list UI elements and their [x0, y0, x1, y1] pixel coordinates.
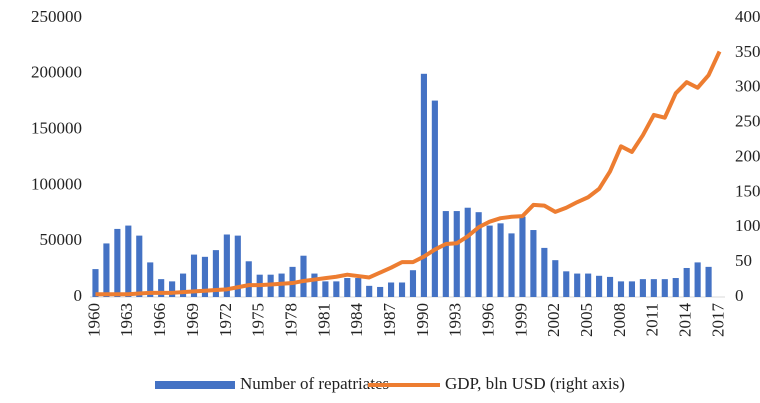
bar: [366, 285, 373, 297]
legend-label: Number of repatriates: [240, 374, 389, 393]
x-tick-label: 1996: [479, 303, 498, 337]
bar: [650, 279, 657, 297]
bar: [245, 261, 252, 297]
x-tick-label: 2005: [577, 303, 596, 337]
bar: [355, 278, 362, 297]
bar: [190, 254, 198, 297]
y-tick-label: 150000: [31, 119, 82, 138]
bar: [672, 278, 679, 297]
bar: [344, 278, 351, 297]
y2-tick-label: 0: [735, 286, 744, 305]
x-tick-label: 2014: [676, 303, 695, 338]
y2-tick-label: 400: [735, 7, 760, 26]
bar: [333, 281, 340, 297]
bar: [136, 235, 143, 297]
y2-tick-label: 250: [735, 112, 760, 131]
bar: [585, 273, 592, 297]
x-tick-label: 1972: [216, 303, 235, 337]
x-tick-label: 1999: [511, 303, 530, 337]
bar: [311, 273, 318, 297]
bar: [377, 286, 384, 297]
bar: [442, 211, 449, 297]
bar: [552, 260, 559, 297]
bar: [300, 255, 307, 297]
x-tick-label: 1966: [150, 303, 169, 337]
bar: [497, 223, 504, 297]
bar: [508, 233, 515, 297]
bar: [639, 279, 646, 297]
x-tick-label: 2008: [610, 303, 629, 337]
x-tick-label: 1981: [314, 303, 333, 337]
x-tick-label: 1993: [446, 303, 465, 337]
bar: [169, 281, 176, 297]
bar: [464, 207, 471, 297]
bar: [322, 281, 329, 297]
y2-tick-label: 350: [735, 42, 760, 61]
bar: [388, 282, 395, 297]
x-tick-label: 1969: [183, 303, 202, 337]
bar: [453, 211, 460, 297]
bar: [398, 282, 406, 297]
y2-tick-label: 200: [735, 146, 760, 165]
y-tick-label: 100000: [31, 174, 82, 193]
bar: [92, 269, 99, 297]
bar: [606, 276, 614, 297]
y2-tick-label: 100: [735, 216, 760, 235]
y-tick-label: 200000: [31, 63, 82, 82]
bar: [563, 271, 570, 297]
bar: [530, 230, 537, 297]
bar: [125, 225, 132, 297]
y2-tick-label: 150: [735, 181, 760, 200]
bar: [212, 250, 219, 297]
bar: [519, 216, 526, 297]
x-tick-label: 1984: [347, 303, 366, 338]
x-tick-label: 2002: [544, 303, 563, 337]
line: [95, 50, 722, 297]
bar: [103, 243, 110, 297]
bar: [158, 279, 165, 297]
bar: [431, 100, 438, 297]
legend-label: GDP, bln USD (right axis): [445, 374, 625, 393]
bar: [223, 234, 230, 297]
legend-swatch: [155, 381, 235, 389]
bar: [596, 275, 603, 297]
x-tick-label: 1987: [380, 303, 399, 338]
bar: [179, 273, 187, 297]
bar: [147, 262, 154, 297]
y-tick-label: 0: [74, 286, 83, 305]
y-tick-label: 250000: [31, 7, 82, 26]
bar: [574, 273, 581, 297]
y2-tick-label: 300: [735, 77, 760, 96]
bar: [486, 225, 493, 297]
y2-tick-label: 50: [735, 251, 752, 270]
bar: [114, 228, 121, 297]
bar: [234, 235, 241, 297]
x-tick-label: 1975: [249, 303, 268, 337]
bar: [628, 281, 636, 297]
x-tick-label: 1963: [117, 303, 136, 337]
x-tick-label: 1990: [413, 303, 432, 337]
bar: [541, 247, 548, 297]
bar: [683, 267, 690, 297]
y-tick-label: 50000: [40, 230, 83, 249]
bar: [617, 281, 625, 297]
x-tick-label: 2017: [708, 303, 727, 338]
bar: [201, 256, 209, 297]
bar: [475, 212, 482, 297]
bar: [694, 262, 701, 297]
bar: [420, 73, 427, 297]
bar: [409, 270, 417, 297]
bar: [705, 266, 712, 297]
x-tick-label: 1960: [84, 303, 103, 337]
x-tick-label: 2011: [643, 303, 662, 336]
x-tick-label: 1978: [281, 303, 300, 337]
bar: [661, 279, 668, 297]
